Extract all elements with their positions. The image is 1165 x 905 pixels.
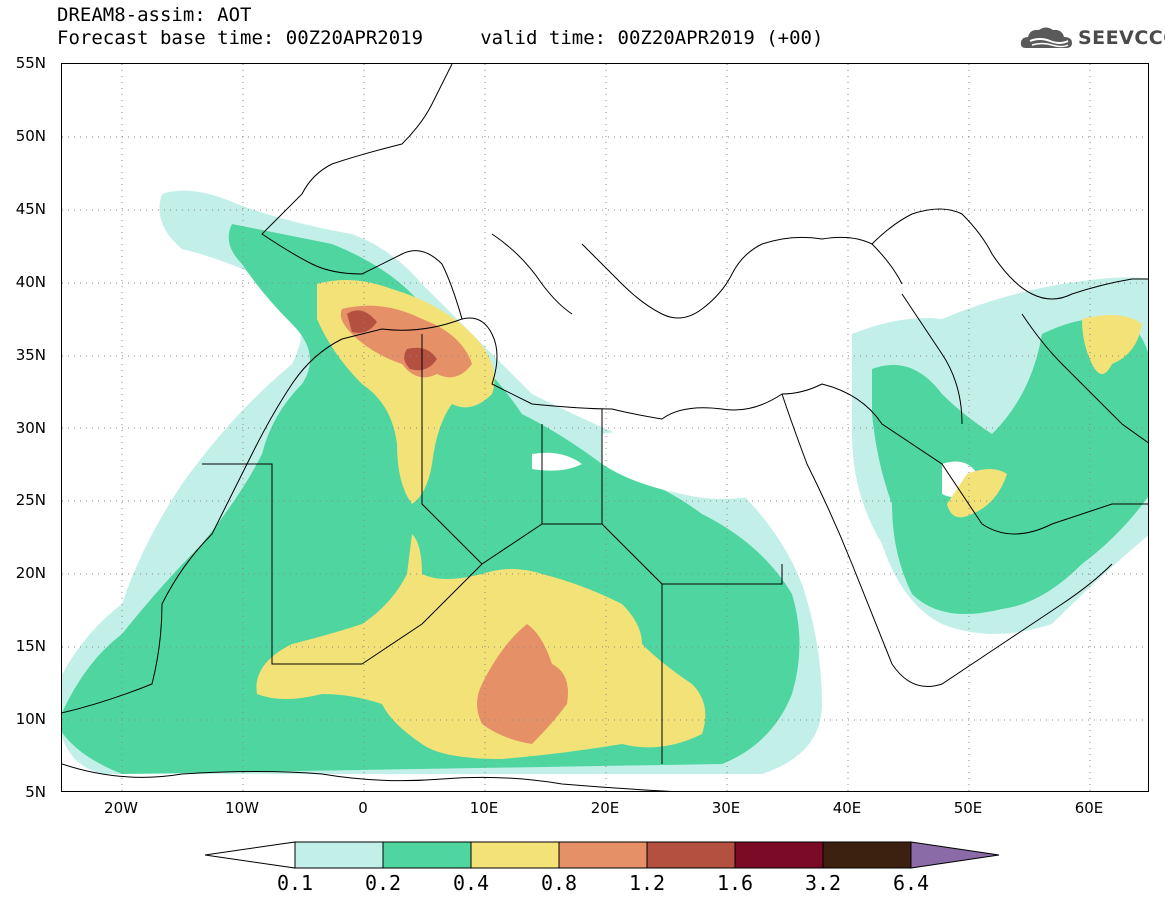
lon-label-30e: 30E: [711, 799, 741, 817]
colorbar-label-3.2: 3.2: [804, 871, 842, 895]
aot-1.2-contour: [347, 310, 437, 371]
colorbar-right-arrow: [910, 841, 1000, 869]
colorbar-bin-0.2: [382, 841, 472, 869]
lat-label-20n: 20N: [15, 564, 46, 582]
lon-label-50e: 50E: [953, 799, 983, 817]
lat-label-15n: 15N: [15, 637, 46, 655]
colorbar-bin-1.6: [734, 841, 824, 869]
lat-label-35n: 35N: [15, 346, 46, 364]
lon-label-10e: 10E: [469, 799, 499, 817]
lat-label-5n: 5N: [25, 783, 46, 801]
lon-label-20e: 20E: [590, 799, 620, 817]
colorbar-bin-0.1: [294, 841, 384, 869]
seevccc-logo: SEEVCCC: [1018, 24, 1165, 54]
colorbar-label-0.1: 0.1: [276, 871, 314, 895]
graticule: [62, 64, 1148, 791]
lon-label-60e: 60E: [1074, 799, 1104, 817]
colorbar-left-arrow: [204, 841, 296, 869]
lat-label-25n: 25N: [15, 491, 46, 509]
lat-label-10n: 10N: [15, 710, 46, 728]
colorbar-label-0.4: 0.4: [452, 871, 490, 895]
aot-map: [61, 63, 1149, 792]
colorbar-label-6.4: 6.4: [892, 871, 930, 895]
colorbar-label-0.8: 0.8: [540, 871, 578, 895]
lon-label-20w: 20W: [104, 799, 138, 817]
colorbar-label-1.6: 1.6: [716, 871, 754, 895]
lat-label-40n: 40N: [15, 273, 46, 291]
lat-label-30n: 30N: [15, 419, 46, 437]
clear-patches: [242, 320, 982, 499]
lat-label-50n: 50N: [15, 127, 46, 145]
forecast-time-line: Forecast base time: 00Z20APR2019 valid t…: [57, 27, 824, 49]
lon-label-0: 0: [358, 799, 368, 817]
lat-label-55n: 55N: [15, 54, 46, 72]
cloud-icon: [1020, 27, 1072, 48]
coastlines: [62, 64, 1148, 791]
logo-text: SEEVCCC: [1078, 27, 1165, 49]
lon-label-10w: 10W: [225, 799, 259, 817]
colorbar-bin-0.4: [470, 841, 560, 869]
colorbar-bin-0.8: [558, 841, 648, 869]
colorbar-label-0.2: 0.2: [364, 871, 402, 895]
colorbar: [204, 840, 1000, 870]
lat-label-45n: 45N: [15, 200, 46, 218]
lon-label-40e: 40E: [832, 799, 862, 817]
colorbar-bin-1.2: [646, 841, 736, 869]
map-title: DREAM8-assim: AOT: [57, 4, 252, 26]
colorbar-bin-3.2: [822, 841, 912, 869]
colorbar-label-1.2: 1.2: [628, 871, 666, 895]
